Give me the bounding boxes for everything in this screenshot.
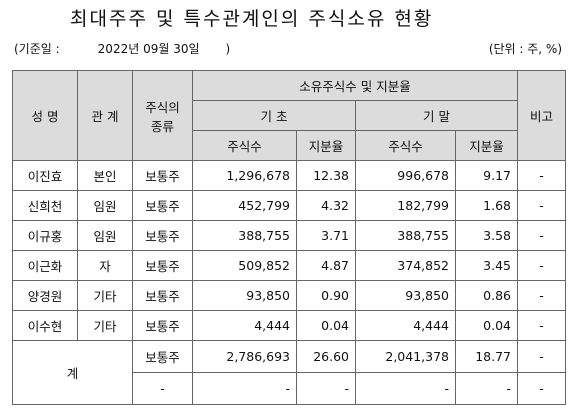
table-cell: 임원 [77,220,133,251]
table-cell: 93,850 [355,280,456,311]
table-row: 양경원 기타 보통주 93,850 0.90 93,850 0.86- [12,280,567,311]
table-cell: 1,296,678 [192,160,297,191]
table-cell: 기타 [77,280,133,311]
table-cell: 이근화 [12,250,78,281]
table-cell: - [454,372,519,405]
table-cell: - [517,190,567,221]
table-cell: 보통주 [132,160,193,191]
header-cell: 주식수 [355,130,456,161]
table-cell: 182,799 [355,190,456,221]
table-cell: 신희천 [12,190,78,221]
table-cell: 0.04 [454,310,519,341]
table-cell: 4.87 [296,250,356,281]
table-cell: 양경원 [12,280,78,311]
base-date-value: 2022년 09월 30일 [97,42,200,56]
table-cell: - [296,372,356,405]
table-cell: 보통주 [132,190,193,221]
table-cell: 2,786,693 [192,340,297,373]
table-cell: - [355,372,456,405]
table-cell: 1.68 [454,190,519,221]
table-cell: 이수현 [12,310,78,341]
header-cell: 지분율 [296,130,356,161]
table-cell: 기타 [77,310,133,341]
table-cell: 26.60 [296,340,356,373]
table-cell: - [517,160,567,191]
table-cell: - [132,372,193,405]
table-cell: 93,850 [192,280,297,311]
header-cell: 성 명 [12,70,78,161]
table-cell: 3.58 [454,220,519,251]
header-cell: 관 계 [77,70,133,161]
table-cell: 388,755 [192,220,297,251]
table-cell: 보통주 [132,340,193,373]
total-label: 계 [12,340,133,405]
table-cell: 374,852 [355,250,456,281]
table-cell: 2,041,378 [355,340,456,373]
table-row: 이규홍 임원 보통주 388,755 3.71 388,755 3.58- [12,220,567,251]
table-row: 신희천 임원 보통주 452,799 4.32 182,799 1.68- [12,190,567,221]
header-line: 종류 [150,118,174,134]
header-cell: 기 초 [192,100,356,131]
table-cell: 이진효 [12,160,78,191]
table-cell: 18.77 [454,340,519,373]
table-row: 계 보통주 2,786,693 26.60 2,041,378 18.77- [12,340,567,405]
base-date-close: ) [225,42,231,56]
table-cell: 4.32 [296,190,356,221]
table-cell: - [517,280,567,311]
table-cell: 이규홍 [12,220,78,251]
unit: (단위 : 주, %) [488,42,562,56]
header-line: 주식의 [145,99,180,115]
header-cell: 기 말 [354,100,519,131]
table-cell: 3.45 [454,250,519,281]
table-cell: 388,755 [355,220,456,251]
header-cell: 비고 [517,70,567,161]
table-cell: 0.04 [296,310,356,341]
table-cell: - [517,250,567,281]
base-date-open: (기준일 : [14,42,60,56]
table-row: 이근화 자 보통주 509,852 4.87 374,852 3.45- [12,250,567,281]
table-cell: - [517,372,567,405]
table-cell: - [517,220,567,251]
table-cell: 0.90 [296,280,356,311]
table-cell: 509,852 [192,250,297,281]
table-cell: 0.86 [454,280,519,311]
table-row: 이수현 기타 보통주 4,444 0.04 4,444 0.04- [12,310,567,341]
table-cell: - [192,372,297,405]
table-row: ------ [13,372,567,405]
table-row: 주식수 지분율 주식수 지분율 [13,130,566,161]
table-cell: 보통주 [132,220,193,251]
header-cell: 주식수 [192,130,297,161]
table-cell: 자 [77,250,133,281]
table-cell: 452,799 [192,190,297,221]
table-cell: 임원 [77,190,133,221]
table-cell: 보통주 [132,280,193,311]
table-cell: 보통주 [132,250,193,281]
table-cell: 4,444 [355,310,456,341]
table-row: 이진효 본인 보통주 1,296,678 12.38 996,678 9.17- [12,160,567,191]
table-cell: 4,444 [192,310,297,341]
table-cell: 본인 [77,160,133,191]
base-date: (기준일 : 2022년 09월 30일) [14,40,234,57]
title: 최대주주 및 특수관계인의 주식소유 현황 [70,8,434,30]
table-cell: - [517,310,567,341]
table-cell: 보통주 [132,310,193,341]
table-cell: 3.71 [296,220,356,251]
header-cell: 지분율 [454,130,519,161]
table-cell: - [517,340,567,373]
table-cell: 996,678 [355,160,456,191]
table-cell: 9.17 [454,160,519,191]
table-cell: 12.38 [296,160,356,191]
header-cell: 소유주식수 및 지분율 [191,70,519,101]
